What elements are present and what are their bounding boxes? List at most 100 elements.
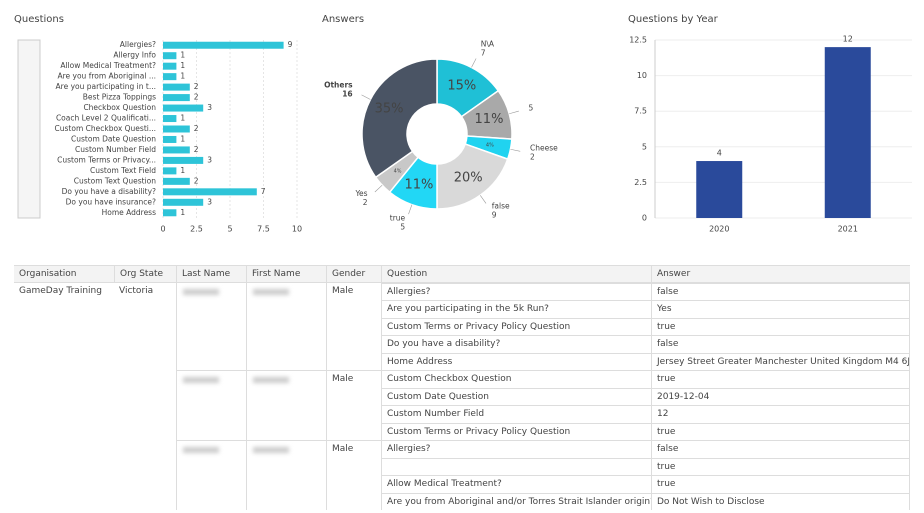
y-tick-label: Custom Text Field (90, 166, 156, 175)
slice-name: Cheese (530, 143, 558, 152)
question: Custom Terms or Privacy Policy Question (381, 317, 651, 335)
y-tick-label: Allergies? (120, 40, 156, 49)
bar (163, 83, 190, 91)
question: Custom Date Question (381, 387, 651, 405)
value-label: 1 (180, 114, 185, 123)
column-header: Organisation (14, 265, 114, 283)
leader-line (374, 184, 383, 193)
answer: 2019-12-04 (651, 387, 910, 405)
bar (163, 52, 177, 60)
value-label: 2 (194, 93, 199, 102)
slice-name: Yes (354, 189, 367, 198)
slice-value: 2 (363, 198, 368, 207)
chart-title: Questions by Year (628, 14, 719, 25)
percent-label: 35% (375, 102, 404, 117)
value-label: 2 (194, 145, 199, 154)
y-tick-label: Coach Level 2 Qualificati... (56, 114, 156, 123)
slice-name: Others (324, 80, 353, 89)
slice-value: 7 (481, 49, 486, 58)
x-tick-label: 2020 (709, 225, 729, 234)
bar (163, 115, 177, 123)
slice-name: N\A (481, 40, 495, 49)
slice-name: true (390, 214, 406, 223)
y-tick-label: 7.5 (634, 107, 647, 116)
y-tick-label: Do you have a disability? (62, 187, 156, 196)
y-tick-label: 2.5 (634, 178, 647, 187)
y-tick-label: 5 (642, 142, 647, 151)
last-name (176, 282, 246, 370)
percent-label: 20% (454, 171, 483, 186)
value-label: 3 (207, 103, 212, 112)
scroll-minimap[interactable] (17, 39, 41, 219)
leader-line (361, 94, 371, 100)
gender: Male (326, 440, 381, 510)
question (381, 457, 651, 475)
answer: true (651, 422, 910, 440)
y-tick-label: 0 (642, 214, 647, 223)
answer: true (651, 457, 910, 475)
answer: false (651, 282, 910, 300)
slice-value: 5 (400, 223, 405, 232)
answer: Jersey Street Greater Manchester United … (651, 352, 910, 370)
column-header: Last Name (176, 265, 246, 283)
value-label: 12 (843, 35, 853, 44)
value-label: 4 (717, 149, 722, 158)
answer: true (651, 370, 910, 388)
y-tick-label: Custom Date Question (71, 134, 156, 143)
leader-line (510, 148, 521, 152)
leader-line (480, 195, 487, 204)
y-tick-label: Allow Medical Treatment? (60, 61, 156, 70)
value-label: 2 (194, 82, 199, 91)
value-label: 3 (207, 197, 212, 206)
bar (163, 209, 177, 217)
value-label: 9 (288, 40, 293, 49)
question: Home Address (381, 352, 651, 370)
bar (163, 146, 190, 154)
bar (696, 161, 743, 218)
y-tick-label: Custom Checkbox Questi... (55, 124, 156, 133)
x-tick-label: 2.5 (190, 225, 203, 234)
question: Custom Checkbox Question (381, 370, 651, 388)
first-name (246, 440, 326, 510)
column-header: First Name (246, 265, 326, 283)
bar (163, 156, 204, 164)
y-tick-label: 10 (637, 71, 647, 80)
bar (163, 188, 257, 196)
percent-label: 11% (475, 112, 504, 127)
x-tick-label: 5 (227, 225, 232, 234)
bar (163, 177, 190, 185)
bar (163, 73, 177, 81)
y-tick-label: Are you from Aboriginal ... (57, 72, 156, 81)
value-label: 1 (180, 166, 185, 175)
question: Allergies? (381, 440, 651, 458)
x-tick-label: 0 (160, 225, 165, 234)
gender: Male (326, 282, 381, 370)
value-label: 1 (180, 61, 185, 70)
bar (163, 125, 190, 133)
y-tick-label: Do you have insurance? (66, 197, 156, 206)
slice-value: 2 (530, 152, 535, 161)
y-tick-label: Allergy Info (113, 51, 156, 60)
bar (163, 41, 284, 49)
answer: true (651, 317, 910, 335)
redacted-name (253, 377, 289, 383)
question: Do you have a disability? (381, 335, 651, 353)
gender: Male (326, 370, 381, 440)
leader-line (471, 58, 477, 68)
x-tick-label: 7.5 (257, 225, 270, 234)
last-name (176, 440, 246, 510)
answer: 12 (651, 405, 910, 423)
question: Are you participating in the 5k Run? (381, 300, 651, 318)
y-tick-label: Custom Terms or Privacy... (57, 155, 156, 164)
percent-label: 15% (447, 79, 476, 94)
y-tick-label: Best Pizza Toppings (83, 93, 156, 102)
question: Custom Number Field (381, 405, 651, 423)
bar (824, 47, 871, 219)
column-header: Answer (651, 265, 910, 283)
answer: Do Not Wish to Disclose (651, 492, 910, 510)
bar (163, 104, 204, 112)
value-label: 3 (207, 155, 212, 164)
y-tick-label: Custom Number Field (75, 145, 156, 154)
